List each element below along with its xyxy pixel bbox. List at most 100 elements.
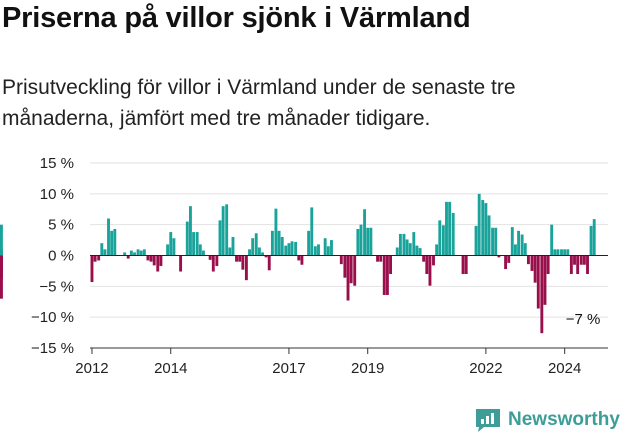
bar	[592, 219, 596, 256]
bar	[481, 200, 485, 256]
bar	[385, 255, 389, 295]
bar	[398, 233, 402, 256]
bar	[435, 244, 439, 256]
bar	[290, 241, 294, 256]
bar	[346, 255, 350, 301]
bar	[376, 255, 379, 262]
bar	[100, 243, 104, 256]
bar	[343, 255, 347, 278]
bar	[415, 245, 419, 256]
bar	[359, 224, 363, 256]
bar	[507, 255, 511, 263]
bar	[244, 255, 248, 281]
chart-title: Priserna på villor sjönk i Värmland	[2, 2, 471, 34]
bar	[251, 238, 255, 256]
y-tick-label: 0 %	[48, 248, 74, 265]
bar	[366, 227, 370, 256]
bar	[254, 233, 258, 256]
bar	[198, 244, 202, 256]
newsworthy-logo: Newsworthy	[474, 407, 620, 433]
bar	[579, 255, 583, 265]
bar	[560, 249, 563, 256]
bar	[395, 247, 399, 256]
bar-chart: 15 %10 %5 %0 %−5 %−10 %−15 % 2012 2014 201…	[0, 155, 608, 377]
bar	[110, 230, 114, 256]
bar	[487, 215, 491, 256]
bar	[202, 250, 205, 256]
bar	[412, 232, 416, 256]
bar	[208, 255, 212, 260]
bar	[136, 249, 140, 256]
bar	[349, 255, 353, 284]
brand-name: Newsworthy	[508, 409, 620, 430]
x-tick-label: 2019	[351, 360, 384, 377]
bar	[294, 241, 298, 256]
bar	[159, 255, 163, 266]
x-tick-label: 2024	[548, 360, 581, 377]
x-tick-label: 2014	[154, 360, 187, 377]
bar	[461, 255, 465, 274]
bar	[129, 250, 133, 256]
bar	[441, 225, 445, 256]
bar	[589, 225, 593, 256]
y-tick-label: 10 %	[40, 186, 74, 203]
bar	[339, 255, 343, 265]
bar	[280, 237, 284, 256]
bar	[152, 255, 156, 266]
x-tick-label: 2012	[75, 360, 108, 377]
bar	[326, 246, 330, 256]
chart-subtitle: Prisutveckling för villor i Värmland und…	[2, 76, 516, 130]
bar	[274, 208, 278, 256]
bar	[573, 255, 576, 265]
y-tick-label: −15 %	[31, 340, 74, 357]
bar	[389, 255, 392, 274]
bar	[494, 227, 498, 256]
bar	[553, 249, 557, 256]
bar	[432, 255, 435, 266]
bar	[238, 255, 242, 262]
bar	[566, 249, 570, 256]
bar	[520, 234, 524, 256]
bar	[428, 255, 432, 286]
bar	[546, 255, 550, 274]
bar	[179, 255, 183, 272]
bar	[526, 255, 530, 265]
bar	[189, 206, 192, 256]
bar	[300, 255, 304, 265]
bar	[267, 255, 271, 271]
x-tick-label: 2017	[272, 360, 305, 377]
last-value-label: −7 %	[566, 311, 601, 328]
bar	[146, 255, 150, 261]
bar	[513, 244, 517, 256]
bar	[225, 204, 229, 256]
bar	[313, 246, 317, 256]
x-axis-labels: 2012 2014 2017 2019 2022 2024	[75, 360, 581, 377]
y-tick-label: 5 %	[48, 217, 74, 234]
bar	[211, 255, 215, 272]
bar	[257, 247, 261, 256]
bar	[353, 255, 357, 286]
bar	[192, 232, 196, 256]
bar	[284, 245, 288, 256]
bar	[0, 255, 3, 299]
bar	[0, 255, 3, 264]
bar	[504, 255, 508, 270]
bar	[369, 227, 373, 256]
axes	[90, 255, 608, 354]
bar	[484, 203, 488, 256]
bar	[356, 228, 360, 256]
bar	[418, 248, 422, 256]
bar	[556, 249, 560, 256]
y-axis-labels: 15 % 10 % 5 % 0 % −5 % −10 % −15 %	[31, 155, 74, 357]
y-tick-label: −10 %	[31, 309, 74, 326]
bar	[231, 237, 235, 256]
bar	[166, 244, 170, 256]
bar	[139, 250, 143, 256]
bar	[323, 238, 327, 256]
bar	[248, 249, 251, 256]
bar	[382, 255, 386, 295]
bar	[550, 224, 554, 256]
bar	[97, 255, 101, 261]
bar	[563, 249, 567, 256]
y-tick-label: −5 %	[39, 278, 74, 295]
